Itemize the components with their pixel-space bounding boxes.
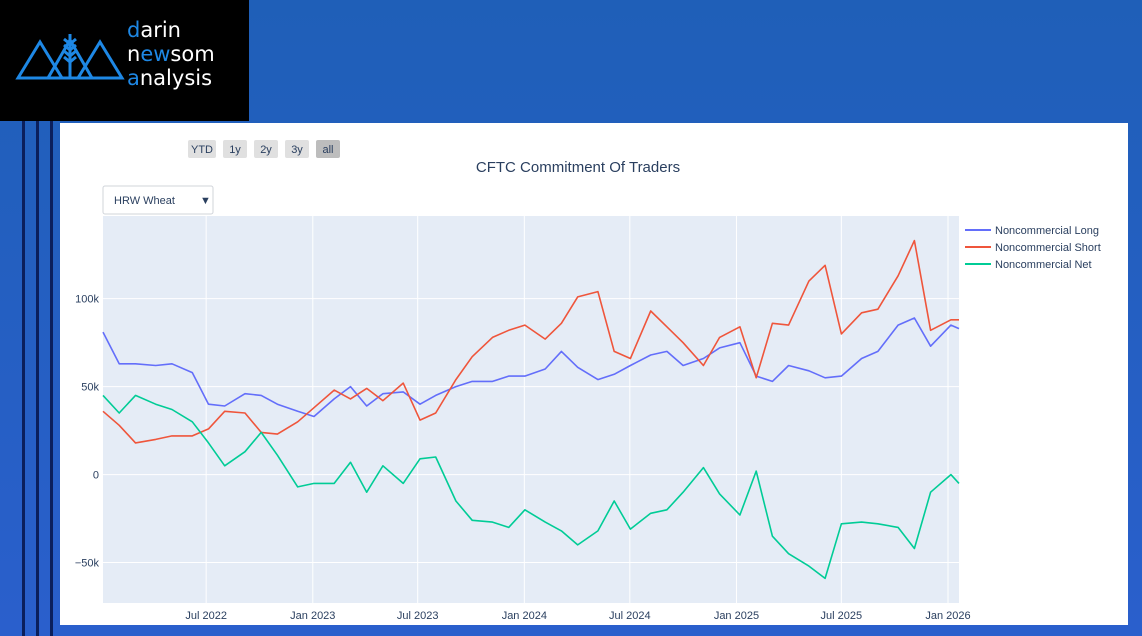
dropdown-value: HRW Wheat xyxy=(114,195,175,207)
legend-label: Noncommercial Net xyxy=(995,259,1092,271)
range-button-label: all xyxy=(322,144,333,156)
range-button-label: YTD xyxy=(191,144,213,156)
chevron-down-icon: ▼ xyxy=(200,195,211,207)
x-tick-label: Jan 2023 xyxy=(290,610,335,622)
chart-panel: 100k 50k 0 −50k Jul 2022 Jan 2023 Jul 2023 Jan… xyxy=(60,123,1128,625)
plot-area xyxy=(103,216,959,603)
range-button-label: 2y xyxy=(260,144,272,156)
decor-stripe xyxy=(50,121,53,636)
range-button-label: 3y xyxy=(291,144,303,156)
series-lines xyxy=(102,239,960,580)
range-button-1y[interactable]: 1y xyxy=(223,140,247,158)
x-axis: Jul 2022 Jan 2023 Jul 2023 Jan 2024 Jul 2024… xyxy=(185,610,970,622)
range-button-ytd[interactable]: YTD xyxy=(188,140,216,158)
range-button-2y[interactable]: 2y xyxy=(254,140,278,158)
y-tick-label: −50k xyxy=(75,558,100,570)
x-tick-label: Jul 2023 xyxy=(397,610,439,622)
decor-stripe xyxy=(36,121,39,636)
legend-item-short[interactable]: Noncommercial Short xyxy=(965,242,1101,254)
legend: Noncommercial Long Noncommercial Short Non… xyxy=(965,225,1101,271)
range-selector: YTD 1y 2y 3y all xyxy=(188,140,340,158)
y-tick-label: 0 xyxy=(93,470,99,482)
brand-name: darin newsom analysis xyxy=(127,18,215,90)
series-line-net xyxy=(102,394,960,580)
x-tick-label: Jan 2024 xyxy=(502,610,547,622)
series-line-long xyxy=(102,317,960,418)
legend-label: Noncommercial Long xyxy=(995,225,1099,237)
legend-label: Noncommercial Short xyxy=(995,242,1101,254)
wheat-mountain-logo-icon xyxy=(15,34,125,80)
x-tick-label: Jul 2025 xyxy=(821,610,863,622)
cot-chart: 100k 50k 0 −50k Jul 2022 Jan 2023 Jul 2023 Jan… xyxy=(75,140,1101,622)
grid-lines xyxy=(103,216,959,603)
legend-item-net[interactable]: Noncommercial Net xyxy=(965,259,1092,271)
x-tick-label: Jul 2024 xyxy=(609,610,651,622)
brand-logo: darin newsom analysis xyxy=(0,0,249,121)
chart-title: CFTC Commitment Of Traders xyxy=(476,159,680,176)
dropdown-select[interactable]: HRW Wheat ▼ xyxy=(102,185,214,215)
decor-stripe xyxy=(22,121,25,636)
y-tick-label: 100k xyxy=(75,294,99,306)
range-button-3y[interactable]: 3y xyxy=(285,140,309,158)
legend-item-long[interactable]: Noncommercial Long xyxy=(965,225,1099,237)
range-button-label: 1y xyxy=(229,144,241,156)
x-tick-label: Jan 2026 xyxy=(925,610,970,622)
range-button-all[interactable]: all xyxy=(316,140,340,158)
x-tick-label: Jul 2022 xyxy=(185,610,227,622)
series-line-short xyxy=(102,239,959,444)
x-tick-label: Jan 2025 xyxy=(714,610,759,622)
y-tick-label: 50k xyxy=(81,382,99,394)
y-axis: 100k 50k 0 −50k xyxy=(75,294,100,570)
